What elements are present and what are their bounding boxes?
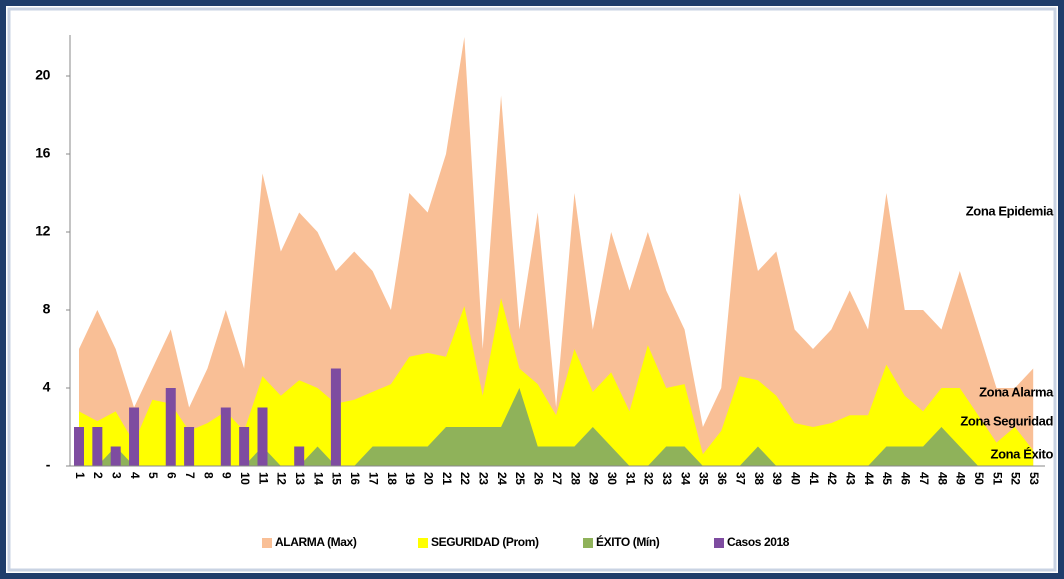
legend-label: ÉXITO (Mín) bbox=[596, 534, 660, 549]
x-tick-label: 13 bbox=[293, 472, 307, 485]
x-tick-label: 3 bbox=[110, 472, 124, 479]
annotation: Zona Seguridad bbox=[960, 413, 1053, 428]
x-tick-label: 50 bbox=[972, 472, 986, 485]
x-tick-label: 44 bbox=[862, 472, 876, 485]
x-tick-label: 47 bbox=[917, 472, 931, 485]
legend-label: SEGURIDAD (Prom) bbox=[431, 535, 539, 549]
x-tick-label: 2 bbox=[91, 472, 105, 479]
x-tick-label: 38 bbox=[752, 472, 766, 485]
x-tick-label: 4 bbox=[128, 472, 142, 479]
x-tick-label: 35 bbox=[697, 472, 711, 485]
bar bbox=[110, 446, 121, 466]
x-tick-label: 28 bbox=[568, 472, 582, 485]
y-tick-label: 8 bbox=[43, 301, 51, 317]
x-tick-label: 51 bbox=[990, 472, 1004, 485]
x-tick-label: 39 bbox=[770, 472, 784, 485]
x-tick-label: 26 bbox=[532, 472, 546, 485]
legend-label: Casos 2018 bbox=[727, 535, 790, 549]
x-tick-label: 1 bbox=[73, 472, 87, 479]
x-tick-label: 40 bbox=[788, 472, 802, 485]
annotation: Zona Alarma bbox=[979, 384, 1054, 399]
legend-label: ALARMA (Max) bbox=[275, 535, 357, 549]
annotation: Zona Éxito bbox=[991, 446, 1054, 461]
x-tick-label: 19 bbox=[403, 472, 417, 485]
x-tick-label: 49 bbox=[954, 472, 968, 485]
x-tick-label: 25 bbox=[513, 472, 527, 485]
x-tick-label: 41 bbox=[807, 472, 821, 485]
x-tick-label: 23 bbox=[477, 472, 491, 485]
x-tick-label: 34 bbox=[678, 472, 692, 485]
x-tick-label: 31 bbox=[623, 472, 637, 485]
x-tick-label: 17 bbox=[366, 472, 380, 485]
y-tick-label: 4 bbox=[43, 379, 51, 395]
legend-swatch bbox=[262, 538, 272, 548]
x-tick-label: 43 bbox=[844, 472, 858, 485]
area bbox=[79, 388, 1034, 466]
y-tick-label: 20 bbox=[35, 67, 50, 83]
x-tick-label: 32 bbox=[642, 472, 656, 485]
bar bbox=[220, 407, 231, 466]
x-tick-label: 29 bbox=[587, 472, 601, 485]
x-tick-label: 24 bbox=[495, 472, 509, 485]
legend-swatch bbox=[418, 538, 428, 548]
x-tick-label: 42 bbox=[825, 472, 839, 485]
area bbox=[79, 298, 1034, 466]
y-tick-label: 16 bbox=[35, 145, 50, 161]
x-tick-label: 16 bbox=[348, 472, 362, 485]
x-tick-label: 33 bbox=[660, 472, 674, 485]
y-tick-label: 12 bbox=[35, 223, 50, 239]
legend-swatch bbox=[714, 538, 724, 548]
annotation: Zona Epidemia bbox=[966, 203, 1054, 218]
x-tick-label: 21 bbox=[440, 472, 454, 485]
bar bbox=[239, 427, 250, 466]
x-tick-label: 48 bbox=[935, 472, 949, 485]
bar bbox=[92, 427, 103, 466]
x-tick-label: 52 bbox=[1009, 472, 1023, 485]
area bbox=[79, 37, 1034, 466]
bar bbox=[74, 427, 84, 466]
x-tick-label: 20 bbox=[421, 472, 435, 485]
x-tick-label: 5 bbox=[146, 472, 160, 479]
bar bbox=[129, 407, 140, 466]
x-tick-label: 30 bbox=[605, 472, 619, 485]
x-tick-label: 12 bbox=[275, 472, 289, 485]
x-tick-label: 37 bbox=[733, 472, 747, 485]
bar bbox=[257, 407, 268, 466]
x-tick-label: 7 bbox=[183, 472, 197, 479]
x-tick-label: 36 bbox=[715, 472, 729, 485]
x-tick-label: 11 bbox=[256, 472, 270, 485]
x-tick-label: 46 bbox=[899, 472, 913, 485]
x-tick-label: 14 bbox=[311, 472, 325, 485]
bar bbox=[330, 368, 341, 466]
x-tick-label: 9 bbox=[220, 472, 234, 479]
bar bbox=[184, 427, 195, 466]
x-tick-label: 53 bbox=[1027, 472, 1041, 485]
x-tick-label: 22 bbox=[458, 472, 472, 485]
bar bbox=[294, 446, 305, 466]
bar bbox=[165, 388, 176, 466]
x-tick-label: 6 bbox=[165, 472, 179, 479]
inner-shadow bbox=[7, 7, 1057, 572]
x-tick-label: 45 bbox=[880, 472, 894, 485]
y-tick-label: - bbox=[46, 457, 51, 473]
x-tick-label: 15 bbox=[330, 472, 344, 485]
x-tick-label: 10 bbox=[238, 472, 252, 485]
legend-swatch bbox=[583, 538, 593, 548]
x-tick-label: 27 bbox=[550, 472, 564, 485]
x-tick-label: 8 bbox=[201, 472, 215, 479]
x-tick-label: 18 bbox=[385, 472, 399, 485]
